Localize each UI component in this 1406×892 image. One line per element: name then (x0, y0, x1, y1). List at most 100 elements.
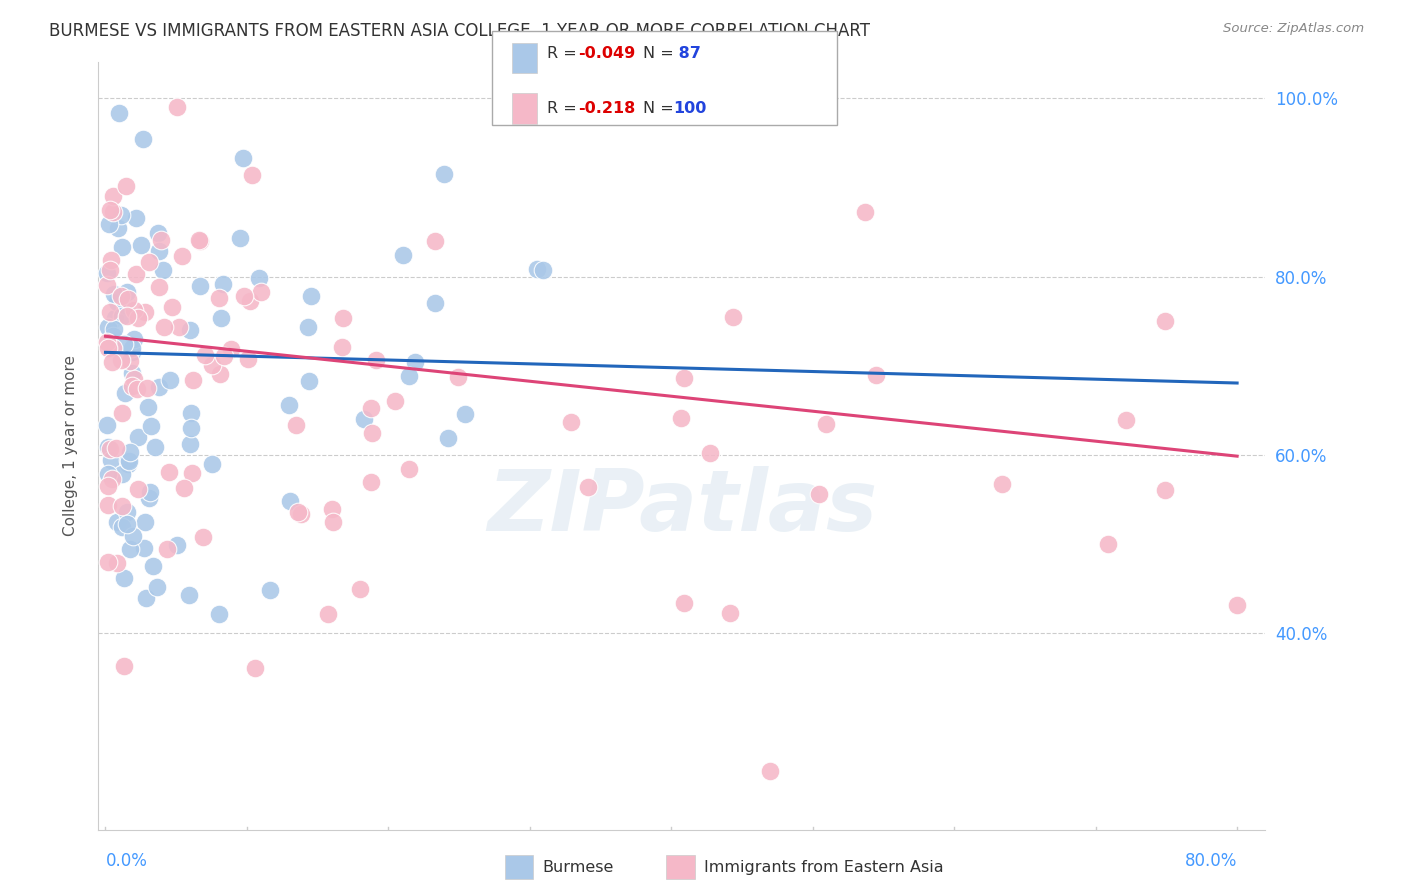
Text: N =: N = (643, 46, 679, 61)
Point (384, 393, 406, 408)
Point (187, 233, 209, 247)
Point (699, 445, 721, 459)
Point (239, 293, 262, 308)
Point (1115, 413, 1137, 427)
Point (808, 487, 831, 501)
Point (232, 152, 254, 166)
Point (132, 132, 155, 146)
Text: 80.0%: 80.0% (1185, 852, 1237, 870)
Point (122, 372, 145, 386)
Point (1226, 598, 1249, 612)
Point (299, 289, 322, 303)
Point (398, 369, 420, 384)
Point (146, 580, 169, 594)
Point (240, 168, 263, 182)
Point (259, 583, 281, 598)
Point (349, 582, 371, 596)
Text: Immigrants from Eastern Asia: Immigrants from Eastern Asia (704, 860, 943, 874)
Point (111, 406, 134, 420)
Point (121, 529, 143, 543)
Point (391, 248, 413, 262)
Point (447, 369, 470, 384)
Point (110, 208, 132, 222)
Point (180, 406, 202, 420)
Point (104, 310, 127, 325)
Point (146, 226, 169, 240)
Point (104, 441, 127, 455)
Point (718, 606, 741, 620)
Point (101, 188, 124, 202)
Point (111, 240, 134, 254)
Point (96, 335, 118, 350)
Point (112, 659, 135, 673)
Point (111, 499, 134, 513)
Point (96, 277, 118, 292)
Point (236, 352, 259, 367)
Point (134, 516, 156, 530)
Point (673, 596, 696, 610)
Point (136, 400, 159, 414)
Point (360, 475, 382, 489)
Point (129, 238, 152, 252)
Point (142, 559, 165, 574)
Point (208, 607, 231, 621)
Point (721, 310, 744, 324)
Point (97, 467, 120, 482)
Text: 0.0%: 0.0% (105, 852, 148, 870)
Point (316, 607, 339, 621)
Point (115, 516, 138, 531)
Point (162, 300, 184, 314)
Point (166, 100, 188, 114)
Point (127, 482, 149, 496)
Point (117, 293, 139, 307)
Point (991, 476, 1014, 491)
Point (132, 541, 155, 555)
Point (98, 263, 121, 277)
Point (671, 410, 693, 425)
Point (120, 353, 142, 368)
Point (112, 571, 135, 585)
Point (139, 419, 162, 434)
Point (332, 310, 354, 325)
Point (125, 382, 148, 396)
Point (135, 591, 157, 605)
Point (96, 417, 118, 432)
Text: 100: 100 (673, 101, 707, 116)
Point (111, 519, 134, 533)
Point (159, 373, 181, 387)
Point (153, 320, 176, 334)
Point (759, 764, 782, 778)
Point (143, 441, 166, 455)
Point (122, 303, 145, 318)
Point (364, 352, 387, 367)
Point (285, 417, 308, 432)
Point (115, 309, 138, 323)
Point (229, 231, 252, 245)
Point (322, 516, 344, 530)
Point (361, 425, 384, 440)
Point (103, 287, 125, 301)
Point (560, 415, 582, 429)
Point (117, 457, 139, 471)
Point (120, 445, 142, 459)
Point (188, 234, 211, 248)
Text: ZIPatlas: ZIPatlas (486, 466, 877, 549)
Text: R =: R = (547, 101, 586, 116)
Point (249, 285, 271, 299)
Point (97, 217, 120, 231)
Point (360, 401, 382, 415)
Point (155, 542, 177, 557)
Point (101, 204, 124, 219)
Point (107, 556, 129, 570)
Point (180, 466, 202, 480)
Point (150, 233, 173, 247)
Point (148, 280, 170, 294)
Point (287, 505, 309, 519)
Point (179, 436, 201, 450)
Point (673, 370, 696, 384)
Point (180, 420, 202, 434)
Text: -0.218: -0.218 (578, 101, 636, 116)
Point (232, 288, 254, 302)
Text: -0.049: -0.049 (578, 46, 636, 61)
Point (134, 305, 156, 319)
